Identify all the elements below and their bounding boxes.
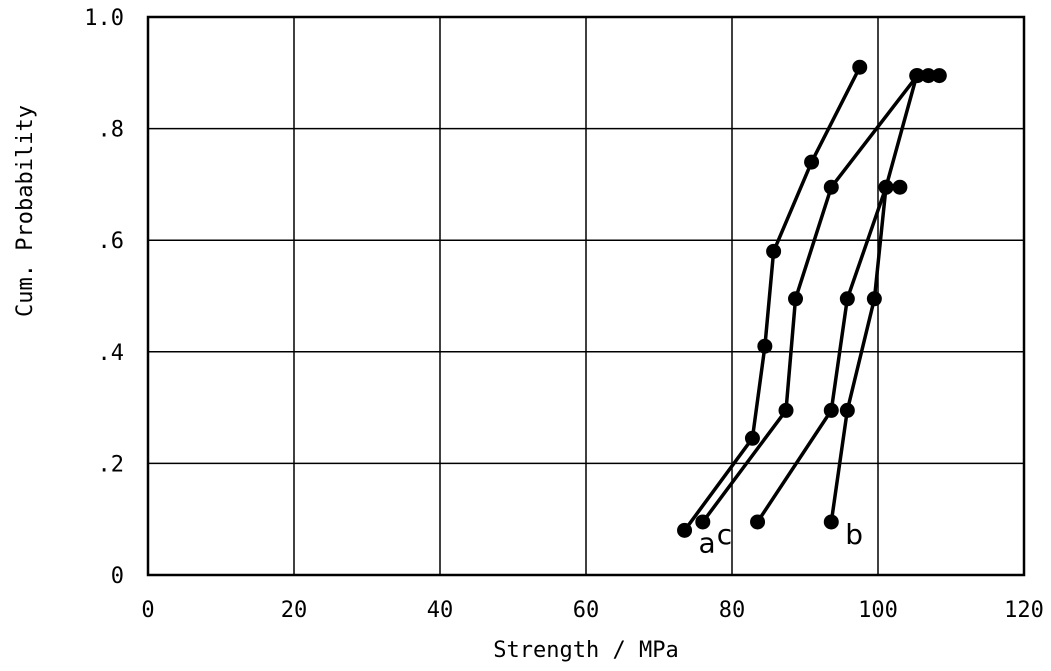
data-point	[778, 402, 794, 418]
data-point	[909, 68, 925, 84]
data-point	[695, 514, 711, 530]
y-tick-label: .4	[98, 341, 125, 366]
data-point	[839, 291, 855, 307]
y-tick-label: .6	[98, 229, 125, 254]
data-point	[852, 59, 868, 75]
grid	[148, 17, 1024, 575]
data-point	[931, 68, 947, 84]
x-tick-label: 0	[141, 598, 154, 623]
data-point	[878, 179, 894, 195]
data-point	[677, 522, 693, 538]
series-label-c: c	[717, 518, 732, 551]
data-point	[823, 402, 839, 418]
data-point	[744, 430, 760, 446]
data-point	[788, 291, 804, 307]
data-point	[823, 179, 839, 195]
data-point	[757, 338, 773, 354]
data-point	[892, 179, 908, 195]
series-line-a	[683, 66, 862, 532]
x-tick-label: 40	[427, 598, 454, 623]
x-tick-label: 80	[719, 598, 746, 623]
x-tick-label: 20	[281, 598, 308, 623]
data-point	[804, 154, 820, 170]
data-point	[750, 514, 766, 530]
x-tick-label: 100	[858, 598, 898, 623]
x-tick-label: 120	[1004, 598, 1044, 623]
data-point	[866, 291, 882, 307]
y-tick-label: .8	[98, 118, 125, 143]
y-tick-labels: 0 .2 .4 .6 .8 1.0	[84, 6, 124, 589]
y-tick-label: 1.0	[84, 6, 124, 31]
y-tick-label: .2	[98, 452, 125, 477]
x-tick-labels: 0 20 40 60 80 100 120	[141, 598, 1044, 623]
series-label-b: b	[845, 518, 863, 551]
series-label-a: a	[699, 526, 716, 559]
x-tick-label: 60	[573, 598, 600, 623]
y-axis-title: Cum. Probability	[13, 105, 38, 317]
data-point	[766, 243, 782, 259]
series-group	[677, 59, 947, 538]
data-point	[823, 514, 839, 530]
plot-frame	[146, 15, 1026, 577]
data-point	[839, 402, 855, 418]
y-tick-label: 0	[111, 564, 124, 589]
x-axis-title: Strength / MPa	[493, 638, 678, 663]
data-point	[920, 68, 936, 84]
